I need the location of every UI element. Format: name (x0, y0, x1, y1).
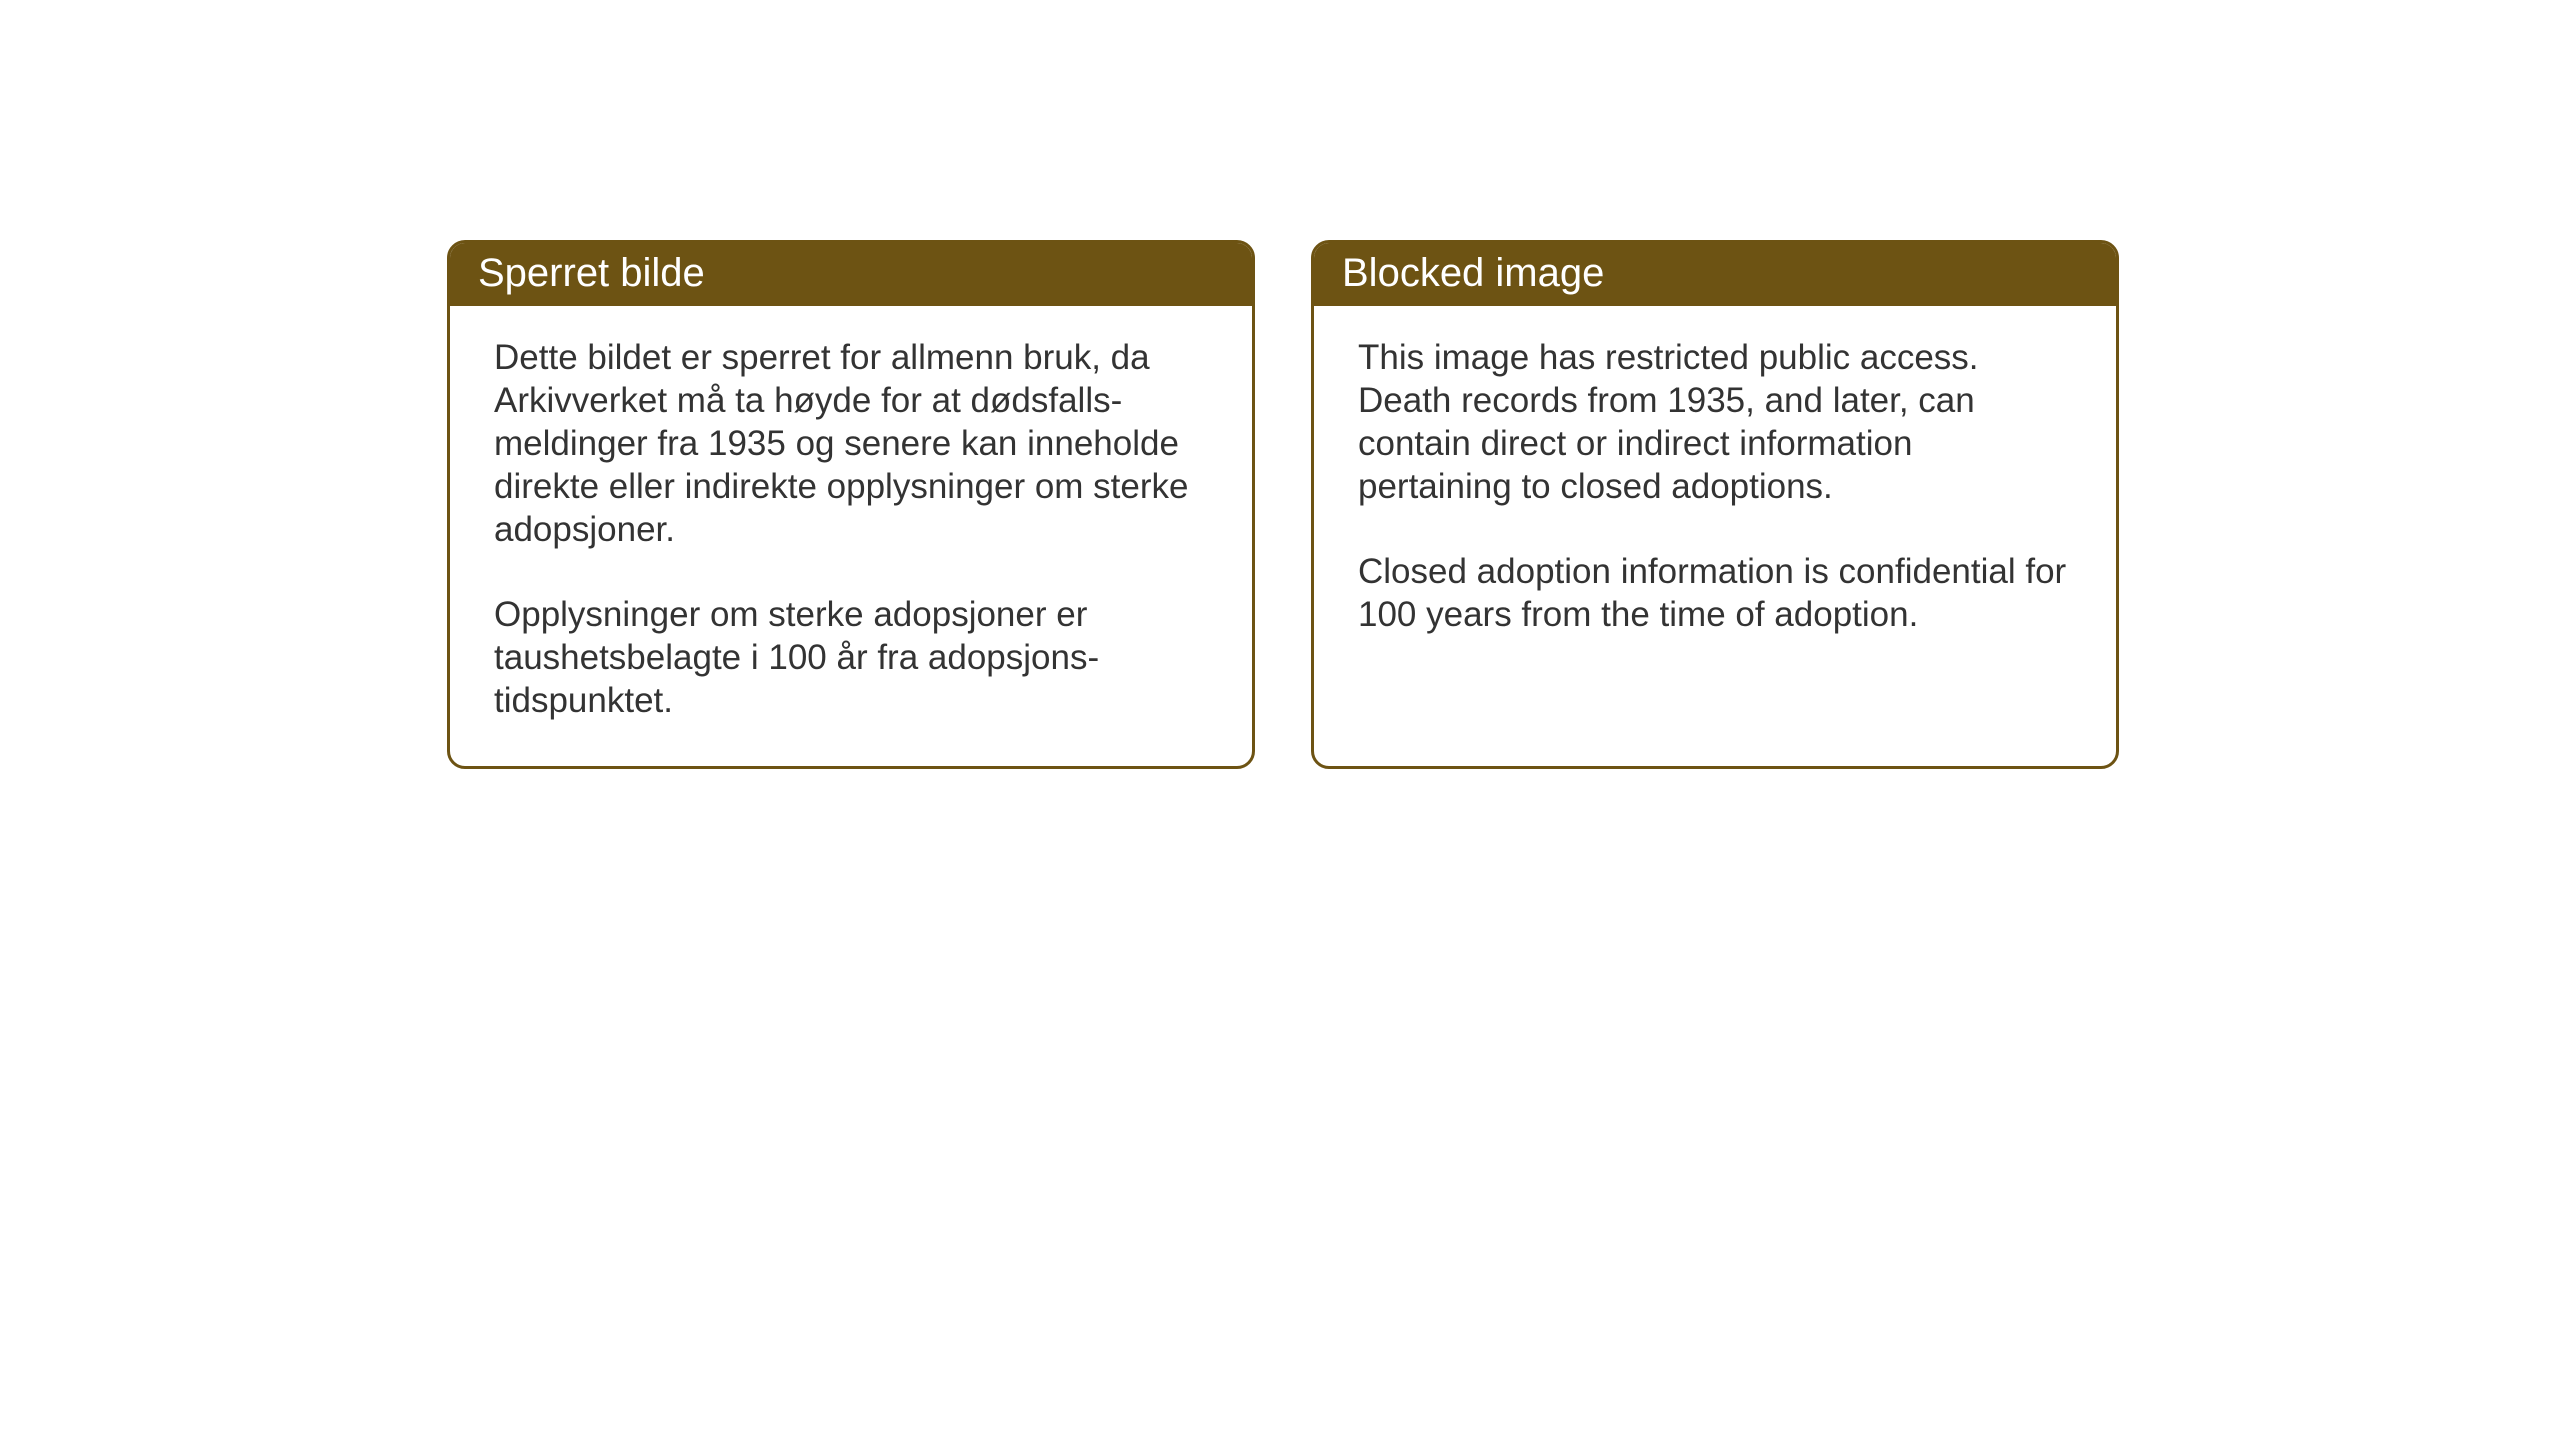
paragraph-english-1: This image has restricted public access.… (1358, 336, 2072, 508)
card-norwegian: Sperret bilde Dette bildet er sperret fo… (447, 240, 1255, 769)
paragraph-norwegian-2: Opplysninger om sterke adopsjoner er tau… (494, 593, 1208, 722)
card-body-english: This image has restricted public access.… (1314, 306, 2116, 680)
paragraph-english-2: Closed adoption information is confident… (1358, 550, 2072, 636)
card-english: Blocked image This image has restricted … (1311, 240, 2119, 769)
card-title-norwegian: Sperret bilde (478, 251, 705, 295)
card-body-norwegian: Dette bildet er sperret for allmenn bruk… (450, 306, 1252, 766)
cards-container: Sperret bilde Dette bildet er sperret fo… (447, 240, 2119, 769)
paragraph-norwegian-1: Dette bildet er sperret for allmenn bruk… (494, 336, 1208, 551)
card-title-english: Blocked image (1342, 251, 1604, 295)
card-header-norwegian: Sperret bilde (450, 243, 1252, 306)
card-header-english: Blocked image (1314, 243, 2116, 306)
